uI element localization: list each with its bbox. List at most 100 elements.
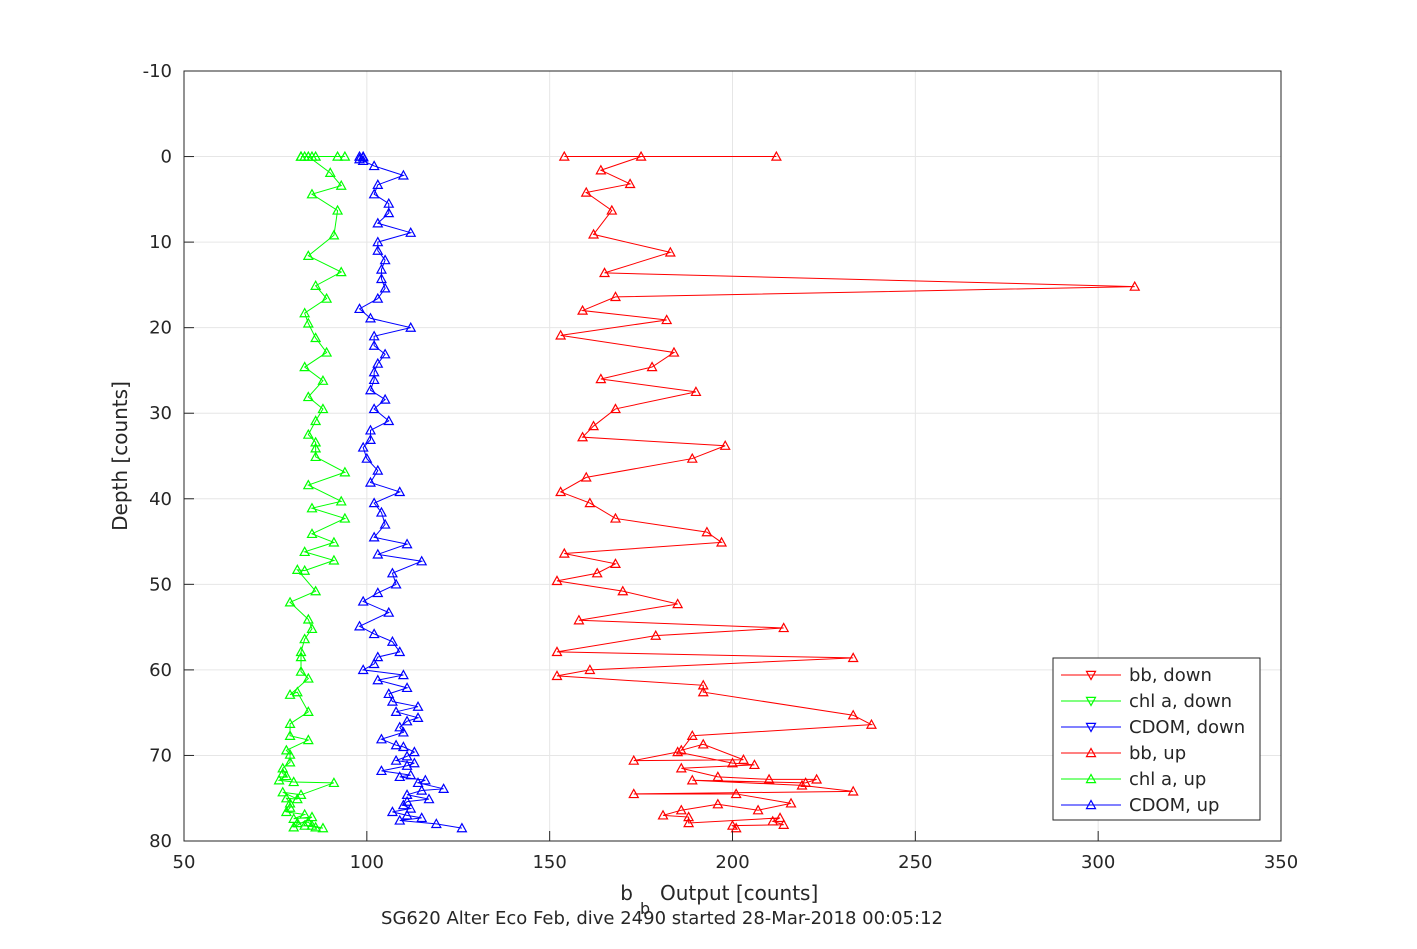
data-point xyxy=(401,789,413,800)
legend-item-chl-a-up: chl a, up xyxy=(1061,769,1206,790)
data-point xyxy=(302,672,314,683)
y-tick-label: 70 xyxy=(149,745,172,766)
x-axis-label-subscript: b xyxy=(640,899,650,918)
data-point xyxy=(364,434,377,444)
data-point xyxy=(375,506,387,517)
data-point xyxy=(675,762,687,773)
data-point xyxy=(438,783,450,794)
data-point xyxy=(397,669,409,680)
data-point xyxy=(328,536,340,547)
y-tick-label: 40 xyxy=(149,489,172,510)
data-point xyxy=(368,374,380,385)
data-point xyxy=(591,567,603,578)
data-point xyxy=(405,321,417,332)
legend-item-bb-up: bb, up xyxy=(1061,743,1186,764)
data-point xyxy=(321,346,333,357)
data-point xyxy=(672,746,684,757)
y-tick-label: 10 xyxy=(149,232,172,253)
data-point xyxy=(299,307,311,318)
data-point xyxy=(664,246,676,257)
data-point xyxy=(328,229,340,240)
data-point xyxy=(295,789,307,800)
y-tick-label: 0 xyxy=(161,147,172,168)
data-point xyxy=(609,512,622,523)
data-point xyxy=(372,357,384,368)
data-point xyxy=(555,486,567,497)
data-point xyxy=(295,646,307,657)
data-point xyxy=(284,718,296,728)
data-point xyxy=(588,228,600,239)
data-point xyxy=(412,777,424,788)
data-point xyxy=(280,792,292,803)
data-point xyxy=(397,726,409,737)
data-point xyxy=(383,688,395,699)
data-point xyxy=(368,366,380,377)
data-point xyxy=(683,811,695,822)
data-point xyxy=(730,788,742,799)
data-point xyxy=(332,150,344,161)
data-point xyxy=(284,730,296,740)
data-point xyxy=(372,244,384,255)
data-point xyxy=(551,575,563,586)
data-point xyxy=(306,502,318,513)
data-point xyxy=(683,817,695,828)
data-point xyxy=(697,738,709,749)
data-point xyxy=(386,567,398,578)
data-point xyxy=(778,819,790,829)
data-point xyxy=(416,784,428,795)
data-point xyxy=(588,420,600,431)
data-point xyxy=(584,664,596,675)
data-point xyxy=(412,700,424,711)
data-point xyxy=(302,479,314,490)
data-point xyxy=(401,795,413,806)
data-point xyxy=(375,765,387,776)
data-point xyxy=(372,674,384,685)
legend-swatch-marker xyxy=(1085,747,1097,758)
data-point xyxy=(628,788,640,799)
data-point xyxy=(324,167,336,178)
data-point xyxy=(386,635,398,646)
data-point xyxy=(770,150,782,161)
data-point xyxy=(368,188,380,199)
data-point xyxy=(357,664,369,675)
data-point xyxy=(310,150,322,161)
data-point xyxy=(321,292,333,303)
data-point xyxy=(354,303,366,314)
data-point xyxy=(310,280,322,290)
data-point xyxy=(328,554,340,565)
data-point xyxy=(778,622,790,633)
data-point xyxy=(401,759,413,770)
legend: bb, down chl a, down CDOM, down bb, up chl a… xyxy=(1052,657,1261,821)
data-point xyxy=(354,153,366,164)
data-point xyxy=(752,804,764,815)
data-point xyxy=(310,442,322,453)
data-point xyxy=(767,815,779,826)
data-point xyxy=(686,452,698,463)
data-point xyxy=(386,806,398,817)
data-point xyxy=(299,150,311,161)
data-point xyxy=(299,546,311,557)
data-point xyxy=(847,785,859,796)
data-point xyxy=(1129,280,1141,291)
data-point xyxy=(800,777,812,788)
data-point xyxy=(310,451,322,462)
data-point xyxy=(609,291,622,302)
legend-label: CDOM, up xyxy=(1129,795,1219,816)
data-point xyxy=(697,679,709,690)
data-point xyxy=(299,361,311,372)
data-point xyxy=(726,757,739,768)
data-point xyxy=(375,733,387,744)
data-point xyxy=(657,809,669,820)
data-point xyxy=(302,706,314,717)
data-point xyxy=(675,804,687,815)
data-point xyxy=(306,188,318,199)
data-point xyxy=(701,526,713,537)
data-point xyxy=(335,179,347,190)
data-point xyxy=(394,771,406,782)
series-line-bb-up xyxy=(556,156,1135,829)
data-point xyxy=(317,374,329,385)
data-point xyxy=(796,779,808,790)
data-point xyxy=(339,150,351,161)
data-point xyxy=(397,169,409,180)
